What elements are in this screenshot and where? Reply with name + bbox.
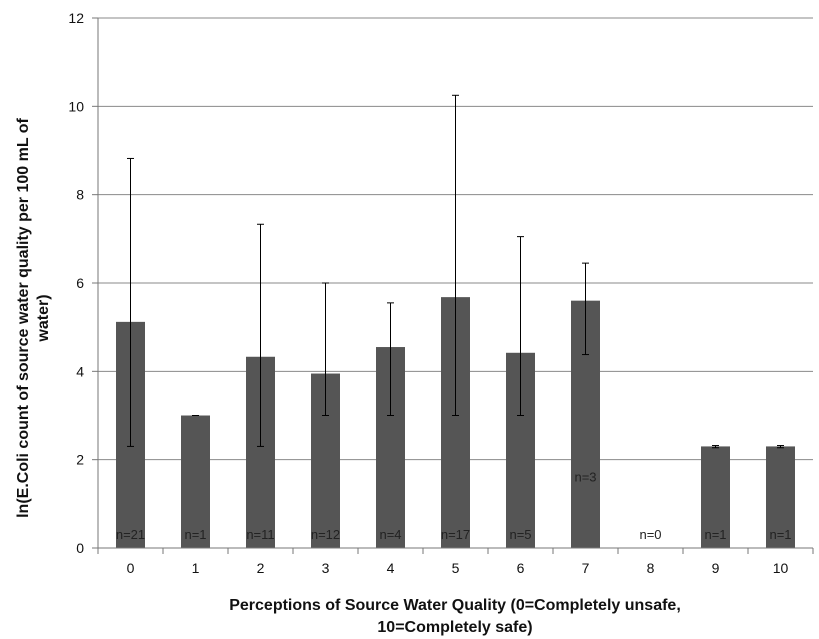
error-bars — [127, 94, 784, 449]
y-axis-title-line-1: ln(E.Coli count of source water quality … — [15, 117, 32, 517]
n-label-2: n=11 — [246, 527, 274, 542]
y-tick-labels: 0 2 4 6 8 10 12 — [68, 10, 84, 556]
y-tick-label: 4 — [76, 363, 84, 379]
bar-1 — [181, 415, 210, 548]
x-tick-label-0: 0 — [127, 560, 135, 576]
n-label-9: n=1 — [704, 527, 726, 542]
n-labels: n=21 n=1 n=11 n=12 n=4 n=17 n=5 n=3 n=0 n=1 n=1 — [116, 469, 792, 541]
error-bar-9 — [712, 445, 719, 449]
bars — [116, 297, 795, 548]
x-tick-label-1: 1 — [192, 560, 200, 576]
x-tick-label-7: 7 — [582, 560, 590, 576]
x-axis-title-line-1: Perceptions of Source Water Quality (0=C… — [229, 597, 681, 614]
error-bar-2 — [257, 223, 264, 447]
y-tick-label: 2 — [76, 452, 84, 468]
error-bar-10 — [777, 445, 784, 449]
bar-10 — [766, 446, 795, 548]
n-label-0: n=21 — [116, 527, 145, 542]
n-label-8: n=0 — [639, 527, 661, 542]
error-bar-4 — [387, 302, 394, 416]
n-label-7: n=3 — [574, 469, 596, 484]
n-label-4: n=4 — [379, 527, 401, 542]
bar-9 — [701, 446, 730, 548]
axes — [92, 17, 814, 554]
x-axis-title-line-2: 10=Completely safe) — [377, 619, 532, 636]
error-bar-5 — [452, 94, 459, 416]
y-tick-label: 0 — [76, 540, 84, 556]
n-label-5: n=17 — [441, 527, 470, 542]
y-tick-label: 10 — [68, 98, 84, 114]
x-tick-label-10: 10 — [773, 560, 789, 576]
error-bar-7 — [582, 262, 589, 356]
x-tick-label-6: 6 — [517, 560, 525, 576]
x-tick-labels: 0 1 2 3 4 5 6 7 8 9 10 — [127, 560, 789, 576]
y-tick-label: 8 — [76, 187, 84, 203]
x-tick-label-2: 2 — [257, 560, 265, 576]
x-tick-label-4: 4 — [387, 560, 395, 576]
y-axis-title: ln(E.Coli count of source water quality … — [15, 117, 52, 517]
x-tick-label-8: 8 — [647, 560, 655, 576]
x-tick-label-3: 3 — [322, 560, 330, 576]
n-label-3: n=12 — [311, 527, 340, 542]
n-label-6: n=5 — [509, 527, 531, 542]
y-tick-label: 12 — [68, 10, 84, 26]
x-tick-label-9: 9 — [712, 560, 720, 576]
n-label-10: n=1 — [769, 527, 791, 542]
y-tick-label: 6 — [76, 275, 84, 291]
x-tick-label-5: 5 — [452, 560, 460, 576]
n-label-1: n=1 — [184, 527, 206, 542]
y-axis-title-line-2: water) — [35, 294, 52, 342]
error-bar-6 — [517, 236, 524, 416]
error-bar-0 — [127, 157, 134, 447]
error-bar-3 — [322, 282, 329, 416]
